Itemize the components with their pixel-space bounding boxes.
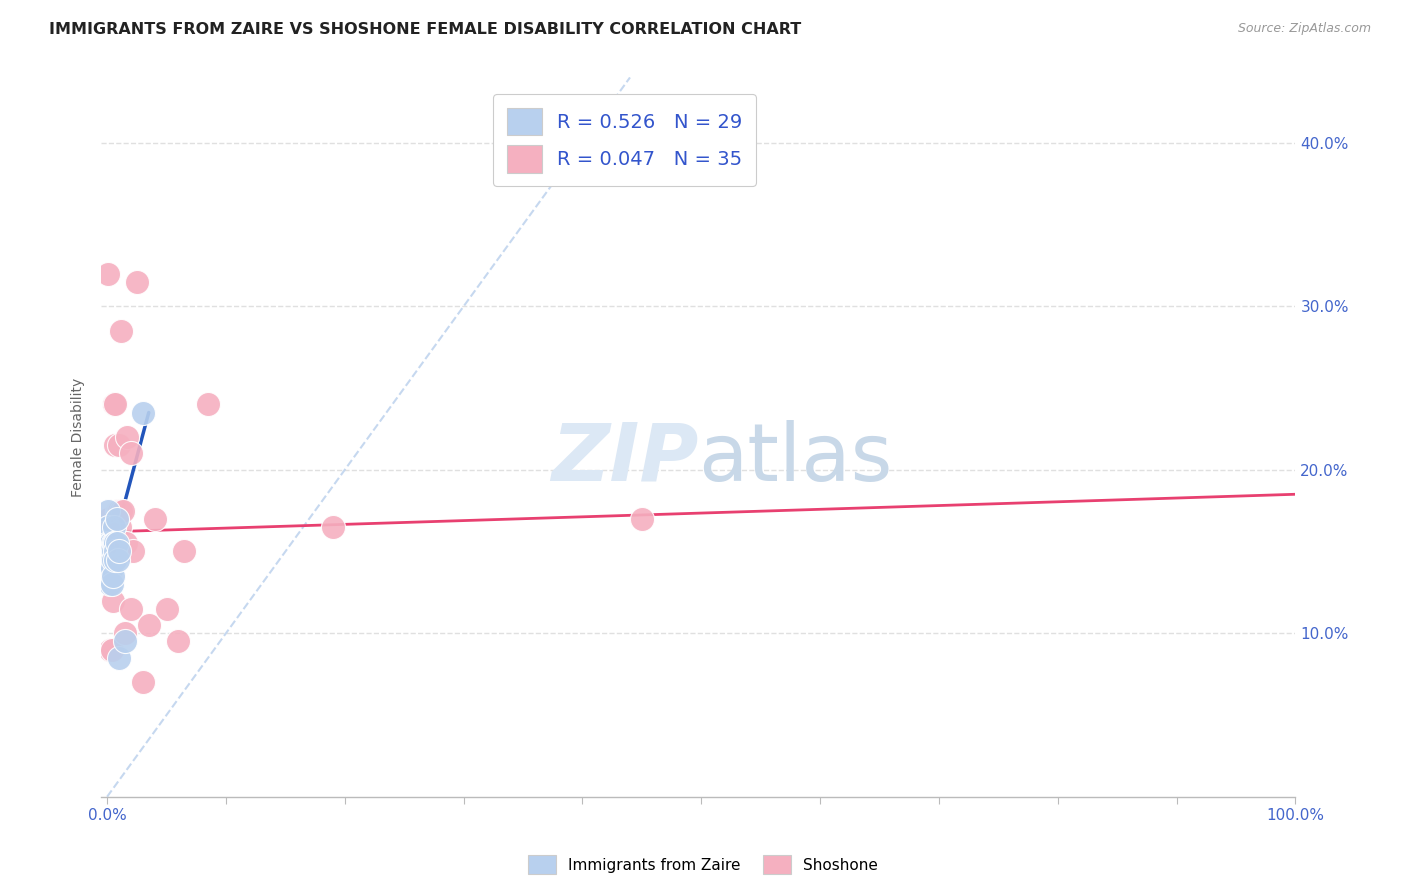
Point xyxy=(103,520,125,534)
Text: atlas: atlas xyxy=(699,419,893,498)
Point xyxy=(138,618,160,632)
Point xyxy=(105,512,128,526)
Point xyxy=(100,544,122,558)
Point xyxy=(631,512,654,526)
Point xyxy=(97,267,120,281)
Point xyxy=(322,520,344,534)
Point xyxy=(100,552,122,566)
Point xyxy=(103,397,125,411)
Point xyxy=(167,634,190,648)
Point xyxy=(108,438,131,452)
Text: Source: ZipAtlas.com: Source: ZipAtlas.com xyxy=(1237,22,1371,36)
Point xyxy=(110,324,132,338)
Point xyxy=(101,561,124,575)
Point xyxy=(125,275,148,289)
Point xyxy=(132,405,155,419)
Point xyxy=(101,642,124,657)
Point xyxy=(97,536,120,550)
Point xyxy=(103,536,125,550)
Point xyxy=(98,544,121,558)
Point xyxy=(101,569,124,583)
Point xyxy=(104,536,127,550)
Point xyxy=(108,544,131,558)
Point xyxy=(105,503,128,517)
Point xyxy=(97,503,120,517)
Point xyxy=(105,536,128,550)
Point xyxy=(101,544,124,558)
Point xyxy=(114,634,136,648)
Point xyxy=(101,577,124,591)
Text: ZIP: ZIP xyxy=(551,419,699,498)
Point xyxy=(120,446,142,460)
Point xyxy=(111,503,134,517)
Point xyxy=(155,601,177,615)
Y-axis label: Female Disability: Female Disability xyxy=(72,377,86,497)
Point xyxy=(110,520,132,534)
Point xyxy=(122,544,145,558)
Point xyxy=(115,536,138,550)
Point xyxy=(107,503,129,517)
Point xyxy=(97,561,120,575)
Point xyxy=(101,552,124,566)
Point xyxy=(143,512,166,526)
Point xyxy=(98,536,121,550)
Point xyxy=(103,536,125,550)
Text: IMMIGRANTS FROM ZAIRE VS SHOSHONE FEMALE DISABILITY CORRELATION CHART: IMMIGRANTS FROM ZAIRE VS SHOSHONE FEMALE… xyxy=(49,22,801,37)
Point xyxy=(104,544,127,558)
Point xyxy=(104,397,127,411)
Point xyxy=(107,552,129,566)
Point xyxy=(101,552,124,566)
Point xyxy=(110,503,132,517)
Point xyxy=(100,544,122,558)
Point xyxy=(108,503,131,517)
Point xyxy=(197,397,219,411)
Point xyxy=(173,544,195,558)
Legend: Immigrants from Zaire, Shoshone: Immigrants from Zaire, Shoshone xyxy=(522,849,884,880)
Point xyxy=(101,593,124,607)
Point xyxy=(98,577,121,591)
Point xyxy=(108,650,131,665)
Point xyxy=(101,536,124,550)
Point xyxy=(120,601,142,615)
Point xyxy=(100,536,122,550)
Point xyxy=(104,438,127,452)
Point xyxy=(97,512,120,526)
Point xyxy=(97,520,120,534)
Point xyxy=(132,675,155,690)
Point xyxy=(114,626,136,640)
Point xyxy=(98,642,121,657)
Legend: R = 0.526   N = 29, R = 0.047   N = 35: R = 0.526 N = 29, R = 0.047 N = 35 xyxy=(494,95,756,186)
Point xyxy=(117,430,139,444)
Point xyxy=(105,536,128,550)
Point xyxy=(104,552,127,566)
